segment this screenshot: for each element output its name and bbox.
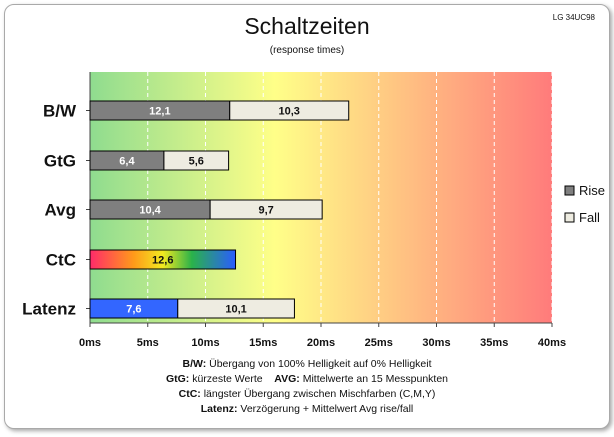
x-tick-label: 20ms <box>307 337 335 349</box>
category-label: Avg <box>45 201 77 220</box>
model-tag: LG 34UC98 <box>552 13 595 22</box>
x-tick-label: 10ms <box>191 337 219 349</box>
chart-title: Schaltzeiten <box>244 13 370 39</box>
chart-subtitle: (response times) <box>269 45 345 56</box>
note-gtg-key: GtG: <box>165 373 190 385</box>
x-tick-label: 5ms <box>137 337 159 349</box>
note-ctc: CtC: längster Übergang zwischen Mischfar… <box>5 387 609 402</box>
note-latenz-key: Latenz: <box>200 403 238 415</box>
fall-bar <box>229 100 350 121</box>
x-tick-label: 0ms <box>79 337 101 349</box>
rise-bar-label: 6,4 <box>119 156 135 168</box>
note-ctc-text: längster Übergang zwischen Mischfarben (… <box>200 388 436 400</box>
rise-bar-label: 12,1 <box>149 106 170 118</box>
note-avg-key: AVG: <box>274 373 300 385</box>
fall-bar <box>177 298 295 319</box>
fall-bar-label: 9,7 <box>258 205 273 217</box>
note-latenz: Latenz: Verzögerung + Mittelwert Avg ris… <box>5 402 609 417</box>
note-latenz-text: Verzögerung + Mittelwert Avg rise/fall <box>237 403 414 415</box>
fall-bar <box>209 199 323 220</box>
category-label: B/W <box>43 102 77 121</box>
fall-bar <box>163 150 230 171</box>
category-label: Latenz <box>22 300 76 319</box>
note-bw: B/W: Übergang von 100% Helligkeit auf 0%… <box>5 357 609 372</box>
category-label: GtG <box>44 152 76 171</box>
note-gtg-avg: GtG: kürzeste Werte AVG: Mittelwerte an … <box>5 372 609 387</box>
bar-chart: 0ms 5ms 10ms 15ms 20ms 25ms 30ms 35ms 40ms B/W GtG… <box>22 72 605 349</box>
fall-bar-label: 5,6 <box>189 156 204 168</box>
category-label: CtC <box>46 251 76 270</box>
note-bw-text: Übergang von 100% Helligkeit auf 0% Hell… <box>206 358 432 370</box>
chart-notes: B/W: Übergang von 100% Helligkeit auf 0%… <box>5 357 609 417</box>
note-avg-text: Mittelwerte an 15 Messpunkten <box>299 373 449 385</box>
fall-bar-label: 10,1 <box>225 304 246 316</box>
rise-bar-label: 10,4 <box>139 205 161 217</box>
bar-ctc <box>89 249 237 270</box>
bar-ctc-label: 12,6 <box>152 255 173 267</box>
x-tick-label: 15ms <box>249 337 277 349</box>
x-tick-label: 40ms <box>538 337 566 349</box>
note-gtg-text: kürzeste Werte <box>189 373 263 385</box>
note-bw-key: B/W: <box>182 358 207 370</box>
x-tick-label: 30ms <box>422 337 450 349</box>
legend-label-rise: Rise <box>579 183 605 198</box>
legend-swatch-rise <box>564 185 575 196</box>
chart-frame: LG 34UC98 Schaltzeiten (response times) … <box>4 4 610 429</box>
legend-label-fall: Fall <box>579 210 600 225</box>
fall-bar-label: 10,3 <box>279 106 300 118</box>
note-ctc-key: CtC: <box>178 388 201 400</box>
bar-latenz-label: 7,6 <box>126 304 141 316</box>
legend-swatch-fall <box>564 212 575 223</box>
x-tick-label: 35ms <box>480 337 508 349</box>
x-tick-label: 25ms <box>365 337 393 349</box>
